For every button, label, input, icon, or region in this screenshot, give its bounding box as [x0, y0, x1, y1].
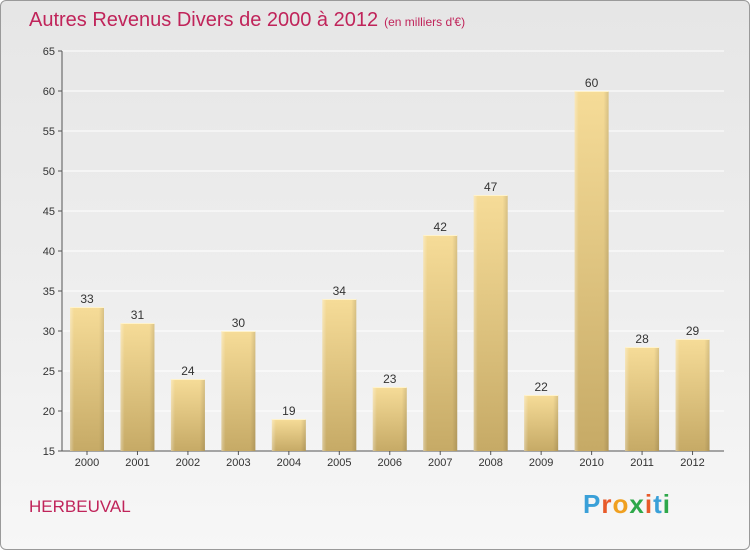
chart-title: Autres Revenus Divers de 2000 à 2012 (en …: [29, 9, 465, 32]
logo-letter: i: [662, 489, 671, 519]
y-tick-label: 20: [43, 406, 55, 418]
bar-shade-2000: [70, 307, 104, 451]
proxiti-logo[interactable]: Proxiti: [583, 489, 671, 520]
data-label-2009: 22: [534, 380, 548, 394]
data-label-2001: 31: [131, 308, 145, 322]
bar-shade-2008: [473, 195, 508, 451]
logo-letter: P: [583, 489, 602, 519]
data-label-2000: 33: [80, 292, 94, 306]
x-tick-label: 2004: [277, 457, 301, 469]
bar-shade-2001: [120, 323, 155, 451]
data-label-2010: 60: [585, 76, 599, 90]
data-label-2007: 42: [434, 220, 448, 234]
data-label-2005: 34: [333, 284, 347, 298]
x-tick-label: 2001: [125, 457, 149, 469]
y-tick-label: 65: [43, 46, 55, 58]
x-tick-label: 2000: [75, 457, 99, 469]
bar-shade-2012: [675, 339, 710, 451]
data-label-2004: 19: [282, 404, 296, 418]
y-tick-label: 60: [43, 86, 55, 98]
x-tick-label: 2010: [579, 457, 603, 469]
y-tick-label: 25: [43, 366, 55, 378]
bars: [70, 91, 710, 451]
x-tick-label: 2007: [428, 457, 452, 469]
title-unit: (en milliers d'€): [384, 15, 466, 29]
bar-shade-2005: [322, 299, 357, 451]
bar-shade-2011: [625, 347, 660, 451]
y-tick-label: 15: [43, 446, 55, 458]
commune-name: HERBEUVAL: [29, 497, 131, 516]
x-tick-label: 2003: [226, 457, 250, 469]
data-label-2002: 24: [181, 364, 195, 378]
title-main: Autres Revenus Divers de 2000 à 2012: [29, 9, 379, 31]
logo-letter: t: [653, 489, 663, 519]
bar-shade-2002: [170, 379, 205, 451]
x-tick-label: 2012: [680, 457, 704, 469]
bar-shade-2010: [574, 91, 609, 451]
data-label-2003: 30: [232, 316, 246, 330]
logo-letter: o: [612, 489, 630, 519]
y-tick-label: 55: [43, 126, 55, 138]
y-tick-label: 45: [43, 206, 55, 218]
data-label-2012: 29: [686, 324, 700, 338]
bar-shade-2009: [524, 395, 559, 451]
x-tick-label: 2008: [478, 457, 502, 469]
logo-letter: i: [644, 489, 654, 519]
logo-letter: r: [601, 489, 613, 519]
y-tick-label: 30: [43, 326, 55, 338]
bar-shade-2007: [423, 235, 458, 451]
data-label-2011: 28: [635, 332, 649, 346]
bar-shade-2004: [271, 419, 306, 451]
x-tick-label: 2011: [630, 457, 654, 469]
y-tick-label: 35: [43, 286, 55, 298]
x-tick-label: 2006: [378, 457, 402, 469]
x-tick-label: 2009: [529, 457, 553, 469]
data-label-2008: 47: [484, 180, 498, 194]
data-label-2006: 23: [383, 372, 397, 386]
data-labels: 33 31 24 30 19 34 23 42 47 22 60 28 29: [80, 76, 699, 418]
logo-letter: x: [629, 489, 645, 519]
y-tick-label: 50: [43, 166, 55, 178]
x-tick-label: 2005: [327, 457, 351, 469]
bar-shade-2003: [221, 331, 256, 451]
y-tick-label: 40: [43, 246, 55, 258]
bar-shade-2006: [372, 387, 407, 451]
x-tick-label: 2002: [176, 457, 200, 469]
